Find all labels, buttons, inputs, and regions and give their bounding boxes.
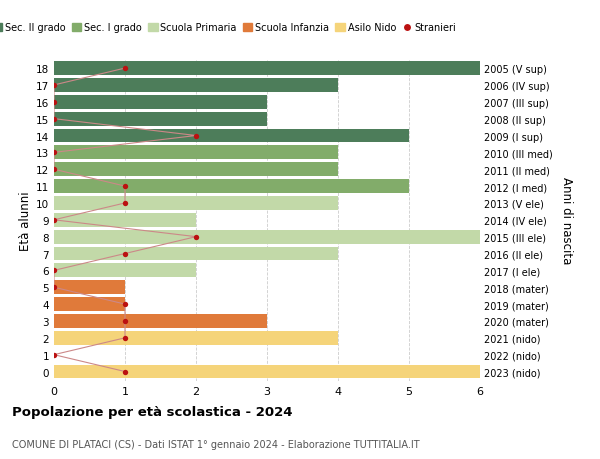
Point (49, 82, 59, 90)
Point (120, 183, 130, 190)
Point (49, 217, 59, 224)
Point (120, 65, 130, 73)
Point (120, 200, 130, 207)
Point (120, 301, 130, 308)
Bar (54, 247, 338, 261)
Bar (54, 180, 409, 194)
Point (49, 149, 59, 157)
Bar (54, 112, 267, 126)
Bar (54, 79, 338, 93)
Point (120, 250, 130, 257)
Point (49, 284, 59, 291)
Point (191, 133, 201, 140)
Bar (54, 365, 480, 379)
Bar (54, 129, 409, 143)
Bar (54, 314, 267, 328)
Bar (54, 297, 125, 311)
Bar (54, 331, 338, 345)
Point (49, 351, 59, 358)
Point (191, 234, 201, 241)
Point (120, 318, 130, 325)
Bar (54, 62, 480, 76)
Point (120, 335, 130, 342)
Y-axis label: Età alunni: Età alunni (19, 190, 32, 250)
Bar (54, 213, 196, 227)
Bar (54, 264, 196, 278)
Bar (54, 196, 338, 210)
Text: COMUNE DI PLATACI (CS) - Dati ISTAT 1° gennaio 2024 - Elaborazione TUTTITALIA.IT: COMUNE DI PLATACI (CS) - Dati ISTAT 1° g… (12, 440, 419, 449)
Bar (54, 95, 267, 109)
Point (49, 166, 59, 174)
Point (120, 368, 130, 375)
Bar (54, 146, 338, 160)
Text: Popolazione per età scolastica - 2024: Popolazione per età scolastica - 2024 (12, 405, 293, 419)
Point (49, 267, 59, 274)
Bar (54, 230, 480, 244)
Y-axis label: Anni di nascita: Anni di nascita (560, 177, 573, 264)
Point (49, 116, 59, 123)
Bar (54, 281, 125, 295)
Bar (54, 163, 338, 177)
Legend: Sec. II grado, Sec. I grado, Scuola Primaria, Scuola Infanzia, Asilo Nido, Stran: Sec. II grado, Sec. I grado, Scuola Prim… (0, 20, 460, 37)
Point (49, 99, 59, 106)
